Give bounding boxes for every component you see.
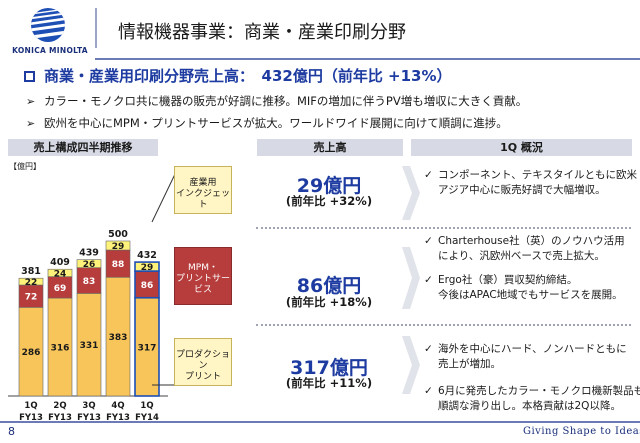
page-number: 8 (8, 425, 15, 438)
bar-segment (134, 270, 160, 299)
note-line: 今後はAPAC地域でもサービスを展開。 (438, 289, 623, 301)
segment-label-production-print: プロダクション プリント (174, 338, 232, 386)
chart-column-header: 売上構成四半期推移 (8, 139, 158, 156)
logo-wordmark: KONICA MINOLTA (12, 46, 88, 55)
bar-value-label: 24 (54, 269, 67, 279)
bar-segment (18, 277, 44, 286)
x-tick-label: FY13 (106, 413, 130, 421)
bar-total-label: 381 (21, 266, 41, 277)
page-title: 情報機器事業：商業・産業印刷分野 (118, 22, 406, 43)
bar-total-label: 500 (108, 229, 128, 240)
bar-value-label: 331 (80, 341, 99, 351)
segment-divider (256, 227, 631, 229)
check-icon: ✓ (424, 385, 433, 397)
segment-label-mpm: MPM・ プリントサービス (174, 247, 232, 305)
note-line: Charterhouse社（英）のノウハウ活用 (438, 235, 625, 247)
segment-sales-value: 86億円 (296, 275, 362, 297)
segment-connector-lines (151, 171, 177, 386)
note-line: により、汎欧州ベースで売上拡大。 (438, 250, 605, 262)
headline: 商業・産業用印刷分野売上高： 432億円（前年比 +13%） (44, 67, 452, 85)
bar-value-label: 316 (51, 344, 70, 354)
segment-sales-value: 29億円 (296, 175, 362, 197)
bar-total-label: 432 (137, 250, 157, 261)
bar-segment (76, 267, 102, 294)
check-icon: ✓ (424, 343, 433, 355)
bar-segment (105, 240, 131, 251)
segment-note: ✓ コンポーネント、テキスタイルともに欧米・ アジア中心に販売好調で大幅増収。 (424, 168, 640, 198)
header-rule (95, 58, 640, 60)
segment-note: ✓ 6月に発売したカラー・モノクロ機新製品も 順調な滑り出し。本格貢献は2Q以降。 (424, 384, 640, 414)
q1-overview-column-header: 1Q 概況 (411, 139, 632, 156)
brand-tagline: Giving Shape to Ideas (523, 426, 640, 437)
bar-segment (134, 261, 160, 272)
segment-growth: (前年比 +11%) (285, 376, 373, 390)
note-line: Ergo社（豪）買収契約締結。 (438, 274, 578, 286)
x-tick-label: 1Q (24, 401, 37, 411)
bar-segment (47, 297, 73, 397)
note-line: 順調な滑り出し。本格貢献は2Q以降。 (438, 400, 621, 412)
x-tick-label: 4Q (111, 401, 124, 411)
konica-minolta-logo-icon (31, 8, 65, 42)
bar-value-label: 88 (112, 260, 125, 270)
check-icon: ✓ (424, 274, 433, 286)
bar-value-label: 26 (83, 260, 96, 270)
note-line: 6月に発売したカラー・モノクロ機新製品も (438, 385, 640, 397)
arrow-bullet-icon: ➢ (26, 117, 36, 130)
note-line: アジア中心に販売好調で大幅増収。 (438, 184, 606, 196)
note-line: 海外を中心にハード、ノンハードともに (438, 343, 627, 355)
note-line: 売上が増加。 (438, 358, 501, 370)
segment-growth: (前年比 +18%) (285, 295, 373, 309)
x-tick-label: 3Q (82, 401, 95, 411)
segment-label-inkjet: 産業用 インクジェット (174, 166, 232, 214)
square-bullet-icon (24, 71, 35, 82)
segment-note: ✓ Charterhouse社（英）のノウハウ活用 により、汎欧州ベースで売上拡大… (424, 234, 625, 264)
chevron-right-icon (402, 247, 420, 309)
sales-column-header: 売上高 (257, 139, 403, 156)
bar-value-label: 286 (22, 348, 41, 358)
bar-segment (76, 259, 102, 268)
segment-note: ✓ 海外を中心にハード、ノンハードともに 売上が増加。 (424, 342, 627, 372)
summary-point: ➢ 欧州を中心にMPM・プリントサービスが拡大。ワールドワイド展開に向けて順調に進… (26, 115, 508, 131)
x-tick-label: FY14 (135, 413, 159, 421)
summary-point-text: 欧州を中心にMPM・プリントサービスが拡大。ワールドワイド展開に向けて順調に進捗… (44, 116, 508, 130)
bar-value-label: 86 (141, 281, 154, 291)
check-icon: ✓ (424, 235, 433, 247)
footer-rule (0, 421, 640, 423)
bar-total-label: 409 (50, 257, 70, 268)
bar-value-label: 317 (138, 343, 157, 353)
bar-value-label: 83 (83, 277, 96, 287)
summary-point-text: カラー・モノクロ共に機器の販売が好調に推移。MIFの増加に伴うPV増も増収に大き… (44, 94, 528, 108)
bar-value-label: 29 (112, 242, 125, 252)
x-tick-label: FY13 (48, 413, 72, 421)
note-line: コンポーネント、テキスタイルともに欧米・ (438, 169, 640, 181)
bar-value-label: 383 (109, 333, 128, 343)
bar-value-label: 22 (25, 278, 38, 288)
bar-segment (47, 268, 73, 277)
chevron-right-icon (402, 336, 420, 394)
segment-growth: (前年比 +32%) (285, 194, 373, 208)
x-tick-label: 1Q (140, 401, 153, 411)
stacked-bar-chart: 28672223811QFY1331669244092QFY1333183264… (8, 229, 168, 421)
chevron-right-icon (402, 166, 420, 220)
x-tick-label: FY13 (19, 413, 43, 421)
bar-value-label: 29 (141, 263, 154, 273)
chart-unit-label: 【億円】 (9, 162, 41, 171)
segment-note: ✓ Ergo社（豪）買収契約締結。 今後はAPAC地域でもサービスを展開。 (424, 273, 623, 303)
arrow-bullet-icon: ➢ (26, 95, 36, 108)
check-icon: ✓ (424, 169, 433, 181)
header-separator (95, 8, 97, 48)
x-tick-label: 2Q (53, 401, 66, 411)
segment-divider (256, 324, 631, 326)
bar-segment (105, 276, 131, 397)
bar-total-label: 439 (79, 248, 99, 259)
bar-value-label: 69 (54, 284, 67, 294)
x-tick-label: FY13 (77, 413, 101, 421)
summary-point: ➢ カラー・モノクロ共に機器の販売が好調に推移。MIFの増加に伴うPV増も増収に大… (26, 93, 527, 109)
bar-value-label: 72 (25, 293, 38, 303)
segment-sales-value: 317億円 (290, 357, 368, 379)
bar-segment (76, 293, 102, 397)
bar-segment (18, 307, 44, 397)
